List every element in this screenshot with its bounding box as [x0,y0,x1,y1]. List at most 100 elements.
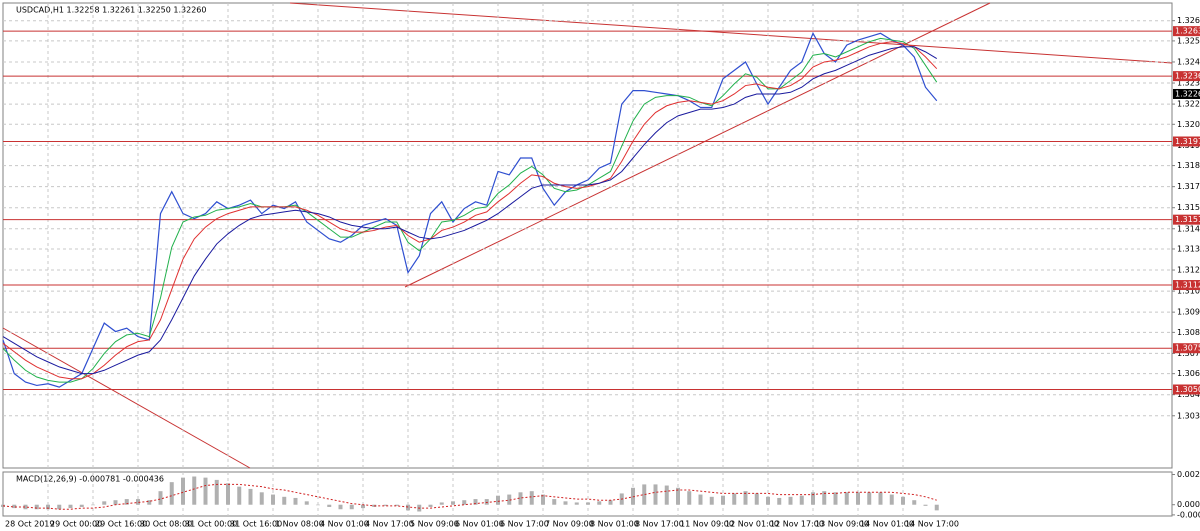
y-tick-label: 1.30720 [1177,349,1200,358]
level-tag [1173,71,1200,82]
y-tick-label: 1.30600 [1177,369,1200,378]
y-tick-label: 1.31215 [1177,266,1200,275]
macd-bar [349,504,354,510]
x-tick-label: 28 Oct 2019 [5,520,54,529]
macd-bar [507,494,512,505]
x-tick-label: 6 Nov 17:00 [500,520,549,529]
macd-bar [698,494,703,505]
macd-bar [12,504,17,509]
chart-title: USDCAD,H1 1.32258 1.32261 1.32250 1.3226… [16,6,206,15]
level-label: 1.32366 [1175,72,1200,81]
macd-bar [136,499,140,505]
macd-bar [451,501,455,505]
macd-bar [709,496,714,505]
macd-bar [428,504,433,507]
y-tick-label: 1.31585 [1177,203,1200,212]
macd-bar [237,486,242,505]
x-tick-label: 4 Nov 01:00 [320,520,369,529]
price-label: 1.32260 [1175,89,1200,98]
macd-bar [844,492,849,505]
x-tick-label: 6 Nov 01:00 [455,520,504,529]
macd-bar [608,500,613,505]
x-tick-label: 11 Nov 09:00 [680,520,734,529]
series-line [2,41,938,380]
y-tick-label: 1.30350 [1177,411,1200,420]
price-tag [1173,88,1200,99]
level-tag [1173,136,1200,147]
macd-bar [912,500,917,505]
level-label: 1.31978 [1175,137,1200,146]
macd-bar [124,499,129,505]
macd-bar [158,491,163,505]
y-tick-label: 1.30965 [1177,308,1200,317]
macd-bar [169,482,174,505]
macd-bar [282,496,287,505]
y-tick-label: 1.31090 [1177,287,1200,296]
macd-bar [91,504,95,506]
y-tick-label: 1.31340 [1177,244,1200,253]
macd-bar [631,487,635,505]
macd-bar [743,491,748,505]
macd-bar [462,500,467,505]
macd-bar [856,492,860,505]
x-tick-label: 14 Nov 17:00 [905,520,959,529]
macd-bar [57,504,62,510]
y-tick-label: 1.30475 [1177,390,1200,399]
level-label: 1.31514 [1175,215,1200,224]
x-tick-label: 31 Oct 00:00 [185,520,237,529]
macd-bar [473,499,478,505]
macd-bar [113,500,118,505]
y-tick-label: 1.31710 [1177,182,1200,191]
x-tick-label: 1 Nov 08:00 [275,520,324,529]
macd-bar [226,483,230,505]
macd-bar [777,497,782,505]
macd-bar [642,484,647,505]
level-tag [1173,384,1200,395]
trend-line [404,2,991,288]
macd-bar [383,504,388,506]
macd-bar [361,504,365,509]
macd-bar [293,497,298,505]
macd-bar [721,495,725,505]
macd-bar [687,491,692,505]
macd-bar [552,499,557,505]
macd-bar [271,494,275,505]
macd-bar [518,492,523,505]
macd-bar [799,495,804,505]
x-tick-label: 8 Nov 01:00 [590,520,639,529]
macd-bar [653,484,658,505]
x-tick-label: 7 Nov 09:00 [545,520,594,529]
x-tick-label: 8 Nov 17:00 [635,520,684,529]
macd-bar [496,495,500,505]
macd-title: MACD(12,26,9) -0.000781 -0.000436 [16,475,164,484]
level-label: 1.30751 [1175,344,1200,353]
x-tick-label: 12 Nov 01:00 [725,520,779,529]
y-tick-label: 1.31835 [1177,161,1200,170]
macd-bar [439,502,444,505]
macd-bar [46,504,50,510]
macd-bar [586,502,590,505]
macd-bar [327,504,332,507]
macd-bar [147,500,152,505]
macd-bar [676,487,680,505]
level-tag [1173,214,1200,225]
macd-bar [406,504,410,511]
x-tick-label: 13 Nov 09:00 [815,520,869,529]
macd-bar [338,504,343,510]
series-line [2,31,938,388]
level-tag [1173,343,1200,354]
macd-bar [754,493,759,505]
y-tick-label: 0.002677 [1177,470,1200,479]
macd-bar [833,492,838,505]
level-label: 1.32633 [1175,27,1200,36]
y-tick-label: 1.32450 [1177,57,1200,66]
macd-bar [574,502,579,505]
macd-bar [102,501,107,505]
macd-bar [788,496,793,505]
trend-lines [2,2,1173,469]
y-tick-label: 1.32200 [1177,100,1200,109]
macd-bar [867,492,872,505]
y-tick-label: 1.32325 [1177,79,1200,88]
level-tag [1173,26,1200,37]
